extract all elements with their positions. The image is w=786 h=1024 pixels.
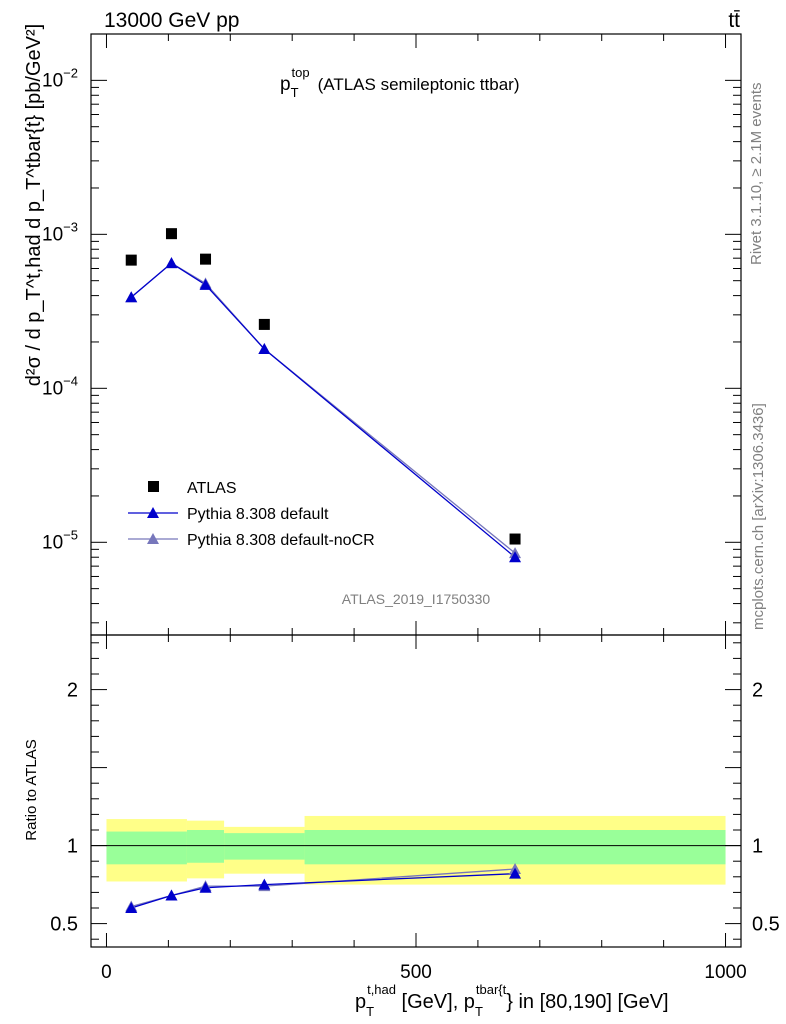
x-tick-label: 0: [101, 962, 112, 983]
band-inner-3: [304, 830, 726, 865]
series-point-1: [258, 343, 271, 355]
ratio-y-tick-label-right: 2: [752, 680, 763, 702]
ratio-point-0: [165, 889, 178, 901]
ratio-uncertainty-bands: [91, 815, 741, 885]
rivet-version-label: Rivet 3.1.10, ≥ 2.1M events: [748, 83, 765, 266]
ratio-y-tick-label: 2: [67, 680, 78, 702]
ratio-point-0: [199, 881, 212, 893]
legend-marker-nocr: [147, 533, 159, 544]
x-axis-label: pTt,had [GeV], pTtbar{t} in [80,190] [Ge…: [355, 982, 669, 1019]
x-tick-label: 500: [400, 962, 432, 983]
legend-marker-default: [147, 507, 159, 518]
y-tick-label: 10−4: [42, 373, 78, 399]
legend: ATLAS Pythia 8.308 default Pythia 8.308 …: [128, 480, 375, 549]
analysis-id-label: ATLAS_2019_I1750330: [342, 591, 491, 607]
y-tick-label: 10−5: [42, 527, 78, 553]
atlas-data-point: [258, 318, 270, 330]
atlas-data-point: [200, 253, 212, 265]
y-tick-label: 10−2: [42, 65, 78, 91]
atlas-data-point: [165, 228, 177, 240]
series-point-1: [509, 551, 522, 563]
series-point-1: [199, 278, 212, 290]
data-marks: [125, 228, 522, 913]
ratio-y-tick-label: 1: [67, 836, 78, 858]
legend-marker-atlas: [148, 481, 159, 492]
legend-label-default: Pythia 8.308 default: [187, 506, 329, 523]
ratio-y-tick-label-right: 0.5: [752, 914, 780, 936]
ratio-y-axis-label: Ratio to ATLAS: [23, 739, 40, 840]
energy-label: 13000 GeV pp: [104, 9, 239, 32]
ratio-point-0: [258, 878, 271, 890]
legend-label-atlas: ATLAS: [187, 480, 237, 497]
band-inner-1: [186, 830, 225, 863]
band-inner-0: [106, 831, 187, 865]
x-tick-label: 1000: [704, 962, 746, 983]
legend-label-nocr: Pythia 8.308 default-noCR: [187, 532, 375, 549]
band-inner-2: [224, 833, 305, 860]
atlas-data-point: [509, 533, 521, 545]
series-point-1: [125, 291, 138, 303]
process-label: tt̄: [728, 9, 740, 32]
main-y-axis-label: d²σ / d p_T^t,had d p_T^tbar{t} [pb/GeV²…: [23, 24, 45, 386]
series-point-1: [165, 257, 178, 269]
ratio-point-0: [125, 902, 138, 913]
ratio-y-tick-label: 0.5: [50, 914, 78, 936]
ratio-plot-frame: [90, 634, 742, 948]
axis-ticks: [91, 33, 741, 947]
atlas-data-point: [125, 254, 137, 266]
axis-tick-labels: 0 500 1000 10−2 10−3 10−4 10−5 0.5 0.5 1 1 2 2: [42, 65, 780, 983]
ratio-point-0: [509, 867, 522, 879]
plot-title: pTtop(ATLAS semileptonic ttbar): [280, 65, 519, 100]
ratio-y-tick-label-right: 1: [752, 836, 763, 858]
y-tick-label: 10−3: [42, 219, 78, 245]
mcplots-label: mcplots.cern.ch [arXiv:1306.3436]: [750, 403, 767, 630]
